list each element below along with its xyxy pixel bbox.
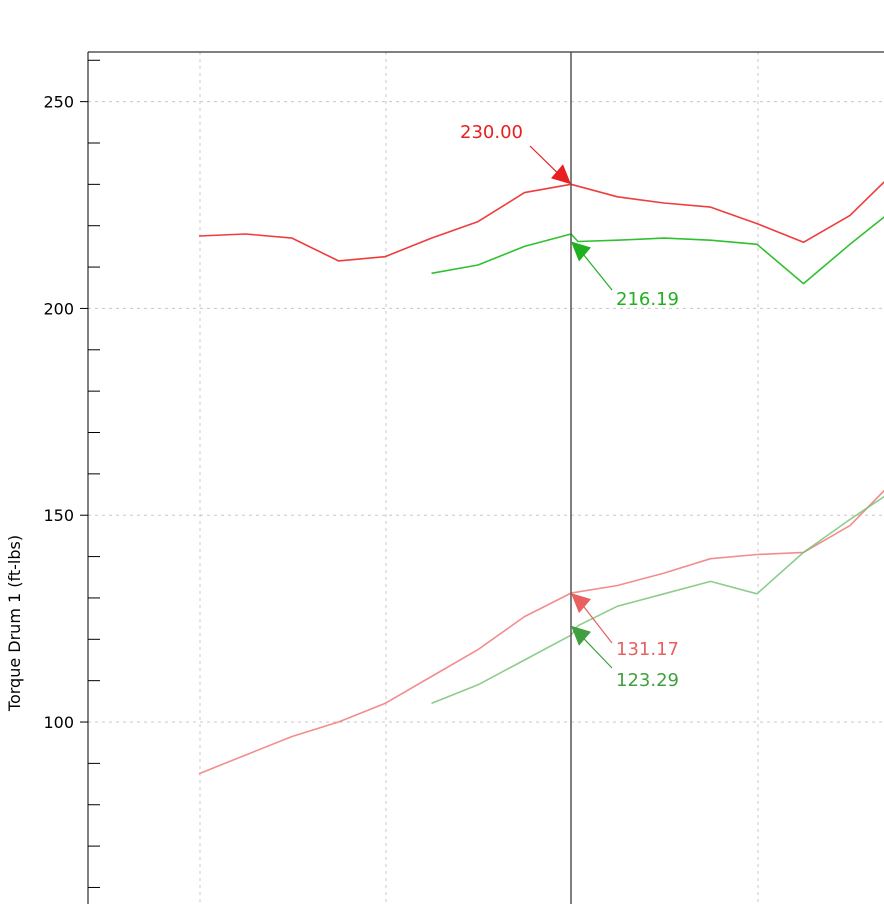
y-axis: 100 150 200 250 [43, 51, 884, 904]
annotation-arrowhead [571, 625, 591, 646]
series-line-1 [198, 181, 884, 262]
annotation-value-label: 123.29 [616, 670, 679, 691]
annotation-leader [580, 602, 613, 644]
y-tick-label: 100 [43, 713, 74, 732]
y-tick-label: 150 [43, 506, 74, 525]
annotation-leader [529, 145, 560, 175]
annotation-value-label: 131.17 [616, 639, 679, 660]
annotation-arrowhead [551, 164, 571, 185]
series-line-4 [431, 495, 884, 705]
grid [88, 52, 884, 904]
annotation-leader [580, 635, 613, 669]
y-tick-label: 250 [43, 93, 74, 112]
annotation-arrowhead [571, 593, 591, 614]
annotation-value-label: 216.19 [616, 289, 679, 310]
y-axis-title: Torque Drum 1 (ft-lbs) [5, 535, 24, 712]
series-line-2 [431, 216, 884, 285]
annotations: 230.00 216.19 131.17 123.29 [460, 122, 679, 691]
series-line-3 [198, 489, 884, 775]
annotation-value-label: 230.00 [460, 122, 523, 143]
annotation-arrowhead [571, 241, 591, 262]
series-group [198, 181, 884, 775]
y-tick-label: 200 [43, 299, 74, 318]
annotation-leader [580, 251, 613, 291]
